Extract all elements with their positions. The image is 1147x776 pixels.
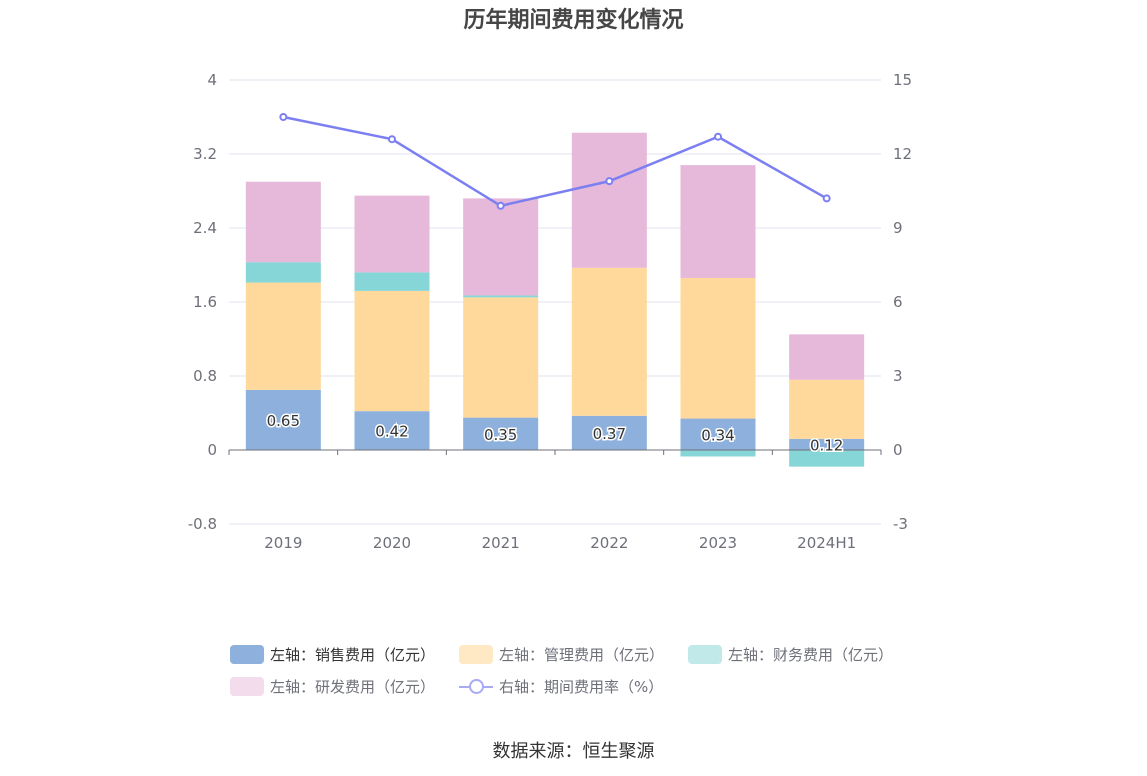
x-tick-label: 2020 [373, 534, 411, 552]
bar-finance [354, 272, 430, 291]
right-axis-ticks: -3 0 3 6 9 12 15 [893, 71, 912, 533]
bars [245, 132, 865, 467]
left-tick-label: 0.8 [193, 367, 217, 385]
bar-rd [463, 198, 539, 296]
rate-point [822, 194, 831, 203]
legend: 左轴：销售费用（亿元） 左轴：管理费用（亿元） 左轴：财务费用（亿元） 左轴：研… [230, 638, 930, 702]
x-tick-label: 2022 [590, 534, 628, 552]
bar-admin [680, 277, 756, 419]
right-tick-label: 15 [893, 71, 912, 89]
legend-swatch-rd [230, 676, 264, 696]
right-tick-label: 3 [893, 367, 903, 385]
bar-admin [245, 282, 321, 390]
data-labels: 0.65 0.42 0.35 0.37 0.34 0.12 [265, 410, 845, 456]
rate-point [279, 113, 288, 121]
bar-admin [463, 297, 539, 418]
bar-rd [245, 181, 321, 263]
legend-row-1: 左轴：销售费用（亿元） 左轴：管理费用（亿元） 左轴：财务费用（亿元） [230, 638, 930, 670]
bar-rd [571, 132, 647, 268]
right-tick-label: -3 [893, 515, 908, 533]
rate-point [496, 201, 505, 210]
rate-line [279, 113, 831, 210]
legend-swatch-admin [459, 644, 494, 664]
bar-admin [571, 267, 647, 416]
x-tick-label: 2023 [699, 534, 737, 552]
bar-admin [789, 379, 865, 439]
right-tick-label: 0 [893, 441, 903, 459]
right-tick-label: 9 [893, 219, 903, 237]
grid-lines [229, 79, 881, 525]
legend-label-admin: 左轴：管理费用（亿元） [499, 645, 665, 664]
legend-label-rate: 右轴：期间费用率（%） [499, 677, 664, 696]
sales-data-label: 0.37 [593, 425, 626, 443]
rate-point [605, 177, 614, 186]
legend-item-sales[interactable]: 左轴：销售费用（亿元） [230, 644, 435, 665]
bar-finance [245, 262, 321, 283]
legend-label-finance: 左轴：财务费用（亿元） [728, 645, 894, 664]
bar-sales [680, 418, 756, 450]
sales-data-label: 0.34 [701, 426, 734, 444]
legend-item-finance[interactable]: 左轴：财务费用（亿元） [688, 644, 893, 665]
x-axis [228, 449, 882, 455]
left-tick-label: 0 [207, 441, 217, 459]
sales-data-label: 0.42 [375, 423, 408, 441]
bar-sales [463, 417, 539, 450]
right-tick-label: 12 [893, 145, 912, 163]
bar-finance [463, 295, 539, 298]
legend-line-rate-icon [459, 677, 494, 696]
rate-point [714, 132, 722, 141]
left-axis-ticks: -0.8 0 0.8 1.6 2.4 3.2 4 [188, 71, 217, 533]
left-tick-label: -0.8 [188, 515, 217, 533]
left-tick-label: 4 [207, 71, 217, 89]
legend-swatch-sales [230, 644, 264, 664]
bar-sales [789, 438, 865, 450]
legend-label-rd: 左轴：研发费用（亿元） [270, 677, 436, 696]
rate-polyline [283, 115, 828, 208]
sales-data-label: 0.35 [484, 426, 517, 444]
legend-item-rate[interactable]: 右轴：期间费用率（%） [459, 676, 663, 697]
legend-label-sales: 左轴：销售费用（亿元） [270, 645, 436, 664]
legend-item-rd[interactable]: 左轴：研发费用（亿元） [230, 676, 435, 697]
bar-rd [789, 334, 865, 380]
bar-sales [245, 389, 321, 450]
legend-row-2: 左轴：研发费用（亿元） 右轴：期间费用率（%） [230, 670, 930, 702]
legend-swatch-finance [688, 644, 723, 664]
bar-rd [680, 165, 756, 278]
left-tick-label: 3.2 [193, 145, 217, 163]
left-tick-label: 2.4 [193, 219, 217, 237]
sales-data-label: 0.65 [267, 412, 300, 430]
bar-finance [680, 450, 756, 457]
left-tick-label: 1.6 [193, 293, 217, 311]
legend-item-admin[interactable]: 左轴：管理费用（亿元） [459, 644, 664, 665]
sales-data-label: 0.12 [810, 436, 843, 454]
bar-admin [354, 290, 430, 412]
x-tick-label: 2024H1 [797, 534, 856, 552]
bar-sales [571, 415, 647, 450]
bar-finance [789, 450, 865, 467]
data-source: 数据来源：恒生聚源 [492, 741, 655, 762]
chart-title: 历年期间费用变化情况 [463, 8, 684, 33]
x-tick-label: 2019 [264, 534, 302, 552]
x-axis-ticks: 2019 2020 2021 2022 2023 2024H1 [264, 534, 856, 552]
right-tick-label: 6 [893, 293, 903, 311]
x-tick-label: 2021 [482, 534, 520, 552]
rate-point [388, 135, 396, 144]
bar-rd [354, 195, 430, 273]
bar-sales [354, 411, 430, 450]
